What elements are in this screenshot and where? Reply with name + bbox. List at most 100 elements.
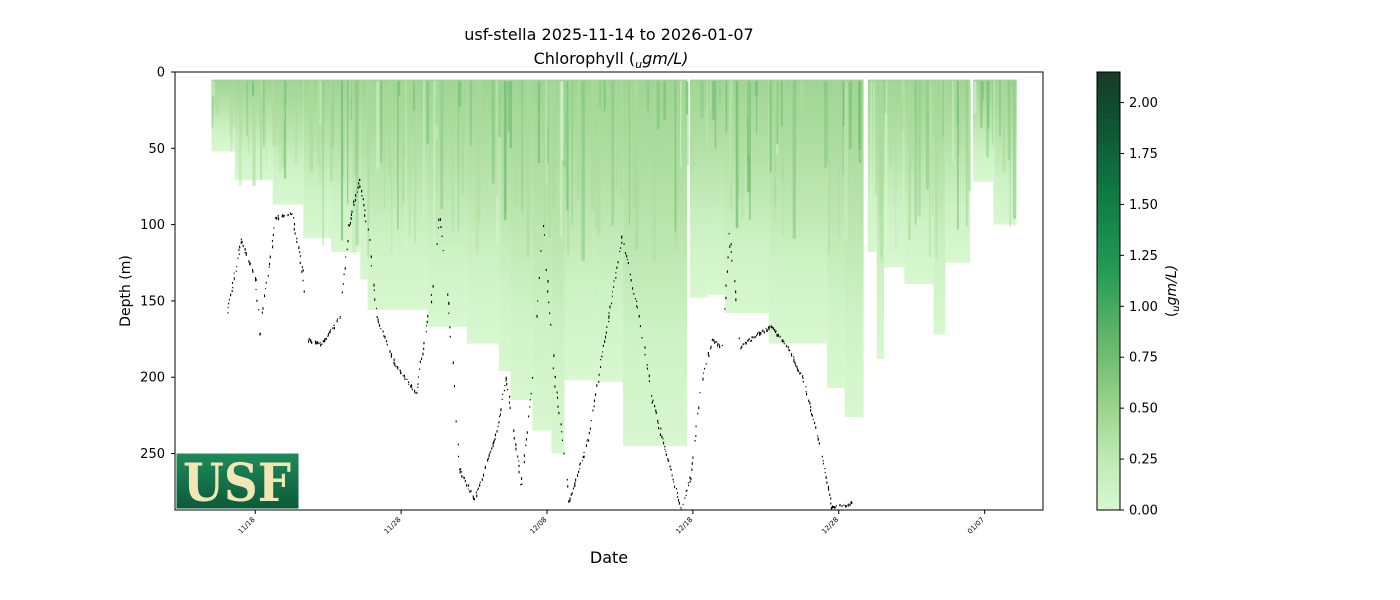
bottom-point bbox=[507, 389, 509, 391]
bottom-point bbox=[795, 364, 797, 367]
chlorophyll-streak bbox=[289, 81, 291, 110]
svg-text:USF: USF bbox=[183, 453, 291, 514]
bottom-point bbox=[708, 354, 710, 358]
chlorophyll-streak bbox=[383, 81, 385, 210]
bottom-point bbox=[261, 311, 263, 314]
bottom-point bbox=[255, 278, 257, 282]
bottom-point bbox=[406, 378, 408, 380]
chlorophyll-streak bbox=[722, 81, 725, 132]
bottom-point bbox=[802, 375, 804, 378]
chlorophyll-streak bbox=[730, 81, 733, 210]
bottom-point bbox=[680, 508, 682, 510]
bottom-point bbox=[543, 234, 545, 236]
bottom-point bbox=[765, 327, 767, 329]
chlorophyll-streak bbox=[252, 81, 255, 96]
chlorophyll-streak bbox=[494, 81, 497, 152]
bottom-point bbox=[386, 343, 388, 346]
bottom-point bbox=[636, 305, 638, 308]
bottom-point bbox=[447, 293, 449, 296]
bottom-point bbox=[757, 332, 759, 335]
chlorophyll-streak bbox=[861, 81, 864, 170]
chlorophyll-streak bbox=[982, 81, 984, 101]
chlorophyll-streak bbox=[548, 81, 552, 238]
bottom-point bbox=[359, 185, 361, 188]
bottom-point bbox=[741, 345, 743, 349]
chlorophyll-streak bbox=[880, 81, 883, 260]
bottom-point bbox=[845, 505, 847, 508]
bottom-point bbox=[810, 406, 812, 408]
y-tick-label: 200 bbox=[140, 371, 165, 386]
bottom-point bbox=[760, 332, 762, 335]
bottom-point bbox=[702, 377, 704, 381]
chlorophyll-streak bbox=[319, 81, 322, 187]
bottom-point bbox=[843, 504, 845, 506]
bottom-point bbox=[787, 346, 789, 349]
bottom-point bbox=[230, 293, 232, 297]
bottom-point bbox=[390, 355, 392, 358]
bottom-point bbox=[399, 370, 401, 372]
bottom-point bbox=[518, 460, 520, 462]
chlorophyll-streak bbox=[261, 81, 265, 113]
colorbar-tick-label: 0.75 bbox=[1129, 351, 1158, 366]
bottom-point bbox=[834, 506, 836, 509]
bottom-point bbox=[750, 340, 752, 342]
chlorophyll-streak bbox=[858, 81, 862, 150]
bottom-point bbox=[526, 431, 528, 434]
bottom-point bbox=[730, 243, 732, 246]
chlorophyll-streak bbox=[999, 81, 1001, 137]
bottom-point bbox=[770, 325, 772, 329]
chlorophyll-streak bbox=[231, 81, 234, 125]
bottom-point bbox=[355, 193, 357, 197]
chart-title: usf-stella 2025-11-14 to 2026-01-07 bbox=[464, 25, 753, 44]
bottom-point bbox=[496, 430, 498, 433]
bottom-point bbox=[416, 391, 418, 394]
bottom-point bbox=[501, 398, 503, 401]
chlorophyll-streak bbox=[215, 81, 219, 116]
chlorophyll-streak bbox=[561, 81, 565, 160]
bottom-point bbox=[506, 382, 508, 386]
chlorophyll-streak bbox=[848, 81, 852, 150]
chlorophyll-streak bbox=[710, 81, 712, 110]
chlorophyll-streak bbox=[456, 81, 458, 162]
bottom-point bbox=[452, 361, 454, 365]
chlorophyll-streak bbox=[409, 81, 411, 237]
chlorophyll-streak bbox=[1000, 81, 1004, 105]
bottom-point bbox=[448, 301, 450, 304]
bottom-point bbox=[608, 320, 610, 323]
bottom-point bbox=[347, 239, 349, 243]
bottom-point bbox=[233, 277, 235, 280]
bottom-point bbox=[525, 438, 527, 441]
bottom-point bbox=[373, 289, 375, 291]
bottom-point bbox=[509, 406, 511, 409]
chlorophyll-streak bbox=[663, 81, 666, 120]
bottom-point bbox=[417, 376, 419, 378]
bottom-point bbox=[233, 272, 235, 274]
bottom-point bbox=[461, 471, 463, 473]
chlorophyll-streak bbox=[367, 81, 370, 258]
bottom-point bbox=[598, 380, 600, 383]
chlorophyll-streak bbox=[620, 81, 623, 197]
bottom-point bbox=[561, 439, 563, 441]
bottom-point bbox=[714, 341, 716, 344]
bottom-point bbox=[615, 277, 617, 279]
bottom-point bbox=[655, 409, 657, 412]
bottom-point bbox=[329, 330, 331, 334]
colorbar-tick-label: 0.50 bbox=[1129, 402, 1158, 417]
chlorophyll-streak bbox=[310, 81, 314, 128]
bottom-point bbox=[493, 441, 495, 444]
bottom-point bbox=[557, 405, 559, 408]
chlorophyll-streak bbox=[284, 81, 287, 104]
bottom-point bbox=[276, 217, 278, 220]
chlorophyll-streak bbox=[347, 81, 349, 205]
bottom-point bbox=[470, 490, 472, 492]
chlorophyll-streak bbox=[800, 81, 805, 131]
bottom-point bbox=[829, 493, 831, 496]
bottom-point bbox=[677, 492, 679, 494]
chlorophyll-streak bbox=[598, 81, 601, 109]
bottom-point bbox=[791, 353, 793, 357]
bottom-point bbox=[403, 374, 405, 378]
bottom-point bbox=[365, 220, 367, 223]
bottom-point bbox=[755, 336, 757, 338]
x-axis-label: Date bbox=[590, 548, 628, 567]
bottom-point bbox=[623, 243, 625, 245]
